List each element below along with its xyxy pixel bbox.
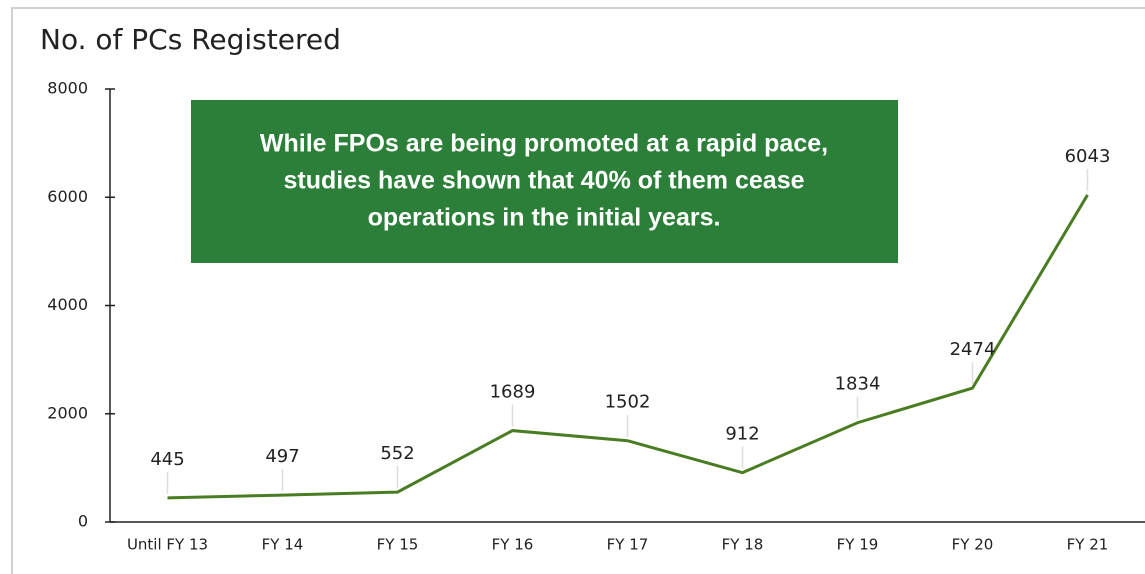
y-tick-label: 8000 [47, 79, 88, 98]
chart-title: No. of PCs Registered [40, 23, 341, 56]
frame [11, 7, 1145, 574]
annotation-text: studies have shown that 40% of them ceas… [284, 167, 805, 195]
data-label: 912 [725, 424, 759, 445]
x-tick-label: FY 17 [607, 536, 649, 554]
annotation-text: operations in the initial years. [368, 204, 721, 232]
x-tick-label: FY 21 [1067, 536, 1109, 554]
x-tick-label: FY 18 [722, 536, 764, 554]
y-tick-label: 6000 [47, 187, 88, 206]
data-label: 1834 [835, 374, 881, 395]
x-tick-label: Until FY 13 [127, 536, 208, 554]
y-tick-label: 4000 [47, 295, 88, 314]
annotation-text: While FPOs are being promoted at a rapid… [260, 130, 828, 158]
x-tick-label: FY 15 [377, 536, 419, 554]
line [167, 194, 1089, 500]
data-label: 2474 [950, 339, 996, 360]
x-tick-label: FY 14 [262, 536, 304, 554]
x-tick-label: FY 16 [492, 536, 534, 554]
y-tick-label: 0 [78, 512, 88, 531]
x-tick-label: FY 19 [837, 536, 879, 554]
data-label: 497 [265, 446, 299, 467]
x-tick-label: FY 20 [952, 536, 994, 554]
data-label: 1689 [490, 382, 536, 403]
data-label: 445 [150, 449, 184, 470]
annotation-box [191, 100, 898, 263]
y-tick-label: 2000 [47, 403, 88, 422]
data-label: 6043 [1065, 146, 1111, 167]
data-label: 552 [380, 443, 414, 464]
data-label: 1502 [605, 392, 651, 413]
